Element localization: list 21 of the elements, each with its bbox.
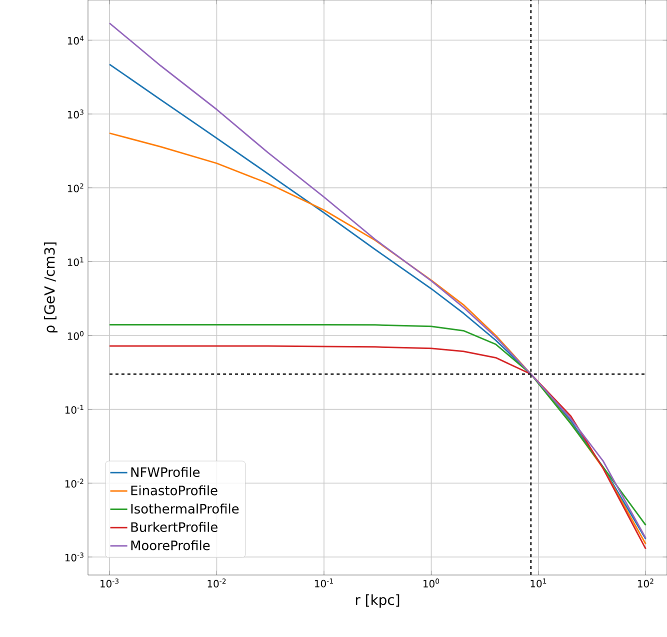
legend-label: MooreProfile xyxy=(131,540,210,550)
x-tick-label: 10$^{-3}$ xyxy=(100,578,119,588)
y-tick-label: 10$^{3}$ xyxy=(68,110,84,118)
legend-label: EinastoProfile xyxy=(131,485,218,496)
legend-label: IsothermalProfile xyxy=(131,504,239,514)
x-tick-label: 10$^{-2}$ xyxy=(208,578,226,588)
x-tick-label: 10$^{0}$ xyxy=(424,578,440,588)
y-axis-title: ρ [GeV /cm3] xyxy=(44,242,58,332)
legend-label: BurkertProfile xyxy=(131,522,218,532)
y-tick-label: 10$^{1}$ xyxy=(68,257,84,266)
y-tick-label: 10$^{2}$ xyxy=(68,183,84,192)
y-tick-label: 10$^{-2}$ xyxy=(65,478,84,488)
legend-label: NFWProfile xyxy=(131,467,200,478)
y-tick-label: 10$^{-3}$ xyxy=(65,552,84,562)
x-axis-title: r [kpc] xyxy=(356,594,400,608)
x-tick-label: 10$^{2}$ xyxy=(638,578,654,588)
y-tick-label: 10$^{4}$ xyxy=(68,36,84,45)
x-tick-label: 10$^{1}$ xyxy=(530,578,546,588)
y-tick-label: 10$^{0}$ xyxy=(68,331,84,340)
y-tick-label: 10$^{-1}$ xyxy=(65,404,84,414)
x-tick-label: 10$^{-1}$ xyxy=(315,578,333,588)
